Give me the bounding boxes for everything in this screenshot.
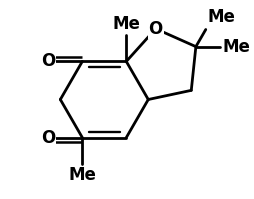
Text: Me: Me: [206, 8, 234, 26]
Text: O: O: [41, 129, 55, 147]
Text: Me: Me: [112, 15, 140, 33]
Text: O: O: [41, 52, 55, 70]
Text: O: O: [148, 20, 162, 38]
Text: Me: Me: [221, 38, 249, 56]
Text: Me: Me: [68, 166, 96, 184]
